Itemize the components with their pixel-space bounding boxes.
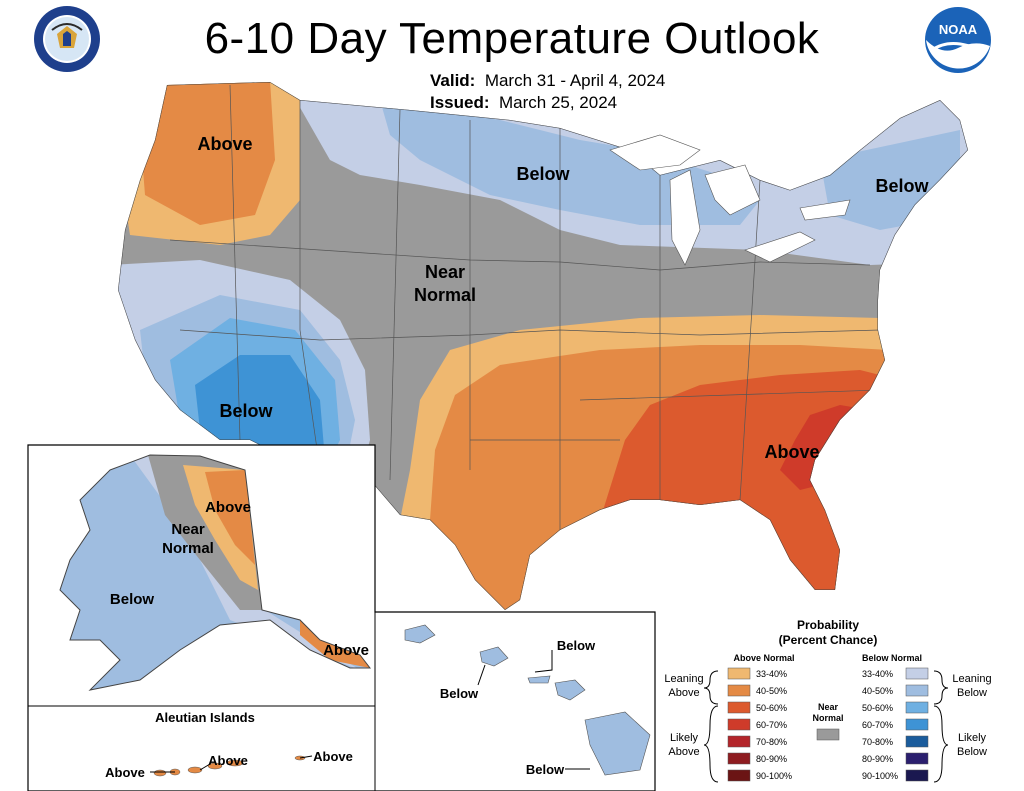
legend-above-swatch-6 [727, 769, 751, 782]
legend-above-range-3: 60-70% [756, 720, 787, 730]
label-central-near: Near [425, 262, 465, 282]
label-alaska-normal: Normal [162, 540, 214, 557]
commerce-seal-logo [34, 6, 100, 72]
legend-below-swatch-1 [905, 684, 929, 697]
above-40-northwest-region [140, 82, 275, 225]
great-lakes [609, 134, 851, 266]
legend-above-header: Above Normal [733, 653, 794, 663]
label-alaska-below: Below [110, 591, 155, 608]
legend-above-swatch-0 [727, 667, 751, 680]
map-title: 6-10 Day Temperature Outlook [204, 14, 820, 63]
legend-above-range-1: 40-50% [756, 686, 787, 696]
legend-above-swatch-4 [727, 735, 751, 748]
aleutian-title: Aleutian Islands [155, 710, 255, 725]
issued-label: Issued: [430, 93, 490, 112]
label-aleutian-left: Above [105, 765, 145, 780]
hawaii-leader-left [477, 664, 486, 686]
label-alaska-panhandle-above: Above [323, 642, 369, 659]
legend-likely-above-1: Likely [670, 732, 699, 744]
legend-below-swatch-0 [905, 667, 929, 680]
legend-brace-leaning-below [933, 670, 949, 705]
legend-title-line2: (Percent Chance) [779, 633, 878, 647]
legend-above-swatch-5 [727, 752, 751, 765]
legend-below-range-1: 40-50% [862, 686, 893, 696]
legend-below-range-5: 80-90% [862, 754, 893, 764]
legend-title-line1: Probability [797, 618, 859, 632]
legend-likely-above-2: Above [668, 746, 699, 758]
aleutian-leader-lines [150, 755, 313, 773]
legend-below-range-2: 50-60% [862, 703, 893, 713]
legend-above-swatch-3 [727, 718, 751, 731]
label-alaska-near: Near [171, 521, 205, 538]
legend-below-swatch-6 [905, 769, 929, 782]
legend-likely-below-1: Likely [958, 732, 987, 744]
alaska-outline [59, 454, 372, 691]
legend-brace-likely-above [703, 705, 719, 783]
label-hawaii-left: Below [440, 686, 479, 701]
legend-leaning-below-1: Leaning [952, 673, 991, 685]
hawaii-islands [404, 624, 651, 776]
valid-issued-block: Valid: March 31 - April 4, 2024 Issued: … [430, 70, 665, 114]
legend-near-swatch [816, 728, 840, 741]
legend-below-swatch-3 [905, 718, 929, 731]
legend-above-range-5: 80-90% [756, 754, 787, 764]
legend-near-line1: Near [818, 702, 839, 712]
legend-above-range-4: 70-80% [756, 737, 787, 747]
legend-leaning-above-2: Above [668, 687, 699, 699]
legend-below-swatch-5 [905, 752, 929, 765]
label-northwest-above: Above [197, 134, 252, 154]
label-central-normal: Normal [414, 285, 476, 305]
legend: Probability (Percent Chance) Above Norma… [664, 618, 992, 783]
legend-above-swatch-2 [727, 701, 751, 714]
legend-leaning-above-1: Leaning [664, 673, 703, 685]
label-hawaii-bottom: Below [526, 762, 565, 777]
hawaii-leader-top [534, 650, 553, 673]
label-aleutian-right: Above [313, 749, 353, 764]
state-boundaries [169, 84, 881, 540]
legend-below-header: Below Normal [862, 653, 922, 663]
legend-brace-leaning-above [703, 670, 719, 705]
legend-likely-below-2: Below [957, 746, 987, 758]
legend-above-range-2: 50-60% [756, 703, 787, 713]
noaa-logo: NOAA [925, 7, 991, 73]
label-southeast-above: Above [764, 442, 819, 462]
legend-below-swatch-4 [905, 735, 929, 748]
legend-below-range-3: 60-70% [862, 720, 893, 730]
valid-label: Valid: [430, 71, 476, 90]
legend-below-range-6: 90-100% [862, 771, 898, 781]
label-hawaii-top: Below [557, 638, 596, 653]
legend-leaning-below-2: Below [957, 687, 987, 699]
legend-below-range-0: 33-40% [862, 669, 893, 679]
issued-date: March 25, 2024 [498, 93, 618, 112]
legend-above-swatch-1 [727, 684, 751, 697]
legend-near-line2: Normal [812, 713, 843, 723]
label-alaska-above: Above [205, 499, 251, 516]
valid-dates: March 31 - April 4, 2024 [484, 71, 666, 90]
legend-above-range-6: 90-100% [756, 771, 792, 781]
legend-below-swatch-2 [905, 701, 929, 714]
label-aleutian-middle: Above [208, 753, 248, 768]
legend-rows: 33-40% 33-40% 40-50% 40-50% 50-60% 50-60% 60-7… [727, 667, 929, 782]
label-southwest-below: Below [219, 401, 273, 421]
legend-brace-likely-below [933, 705, 949, 783]
legend-below-range-4: 70-80% [862, 737, 893, 747]
noaa-logo-text: NOAA [939, 22, 978, 37]
label-north-central-below: Below [516, 164, 570, 184]
below-40-north-region [380, 100, 760, 225]
aleutian-islands-shapes [153, 755, 306, 777]
legend-above-range-0: 33-40% [756, 669, 787, 679]
label-northeast-below: Below [875, 176, 929, 196]
